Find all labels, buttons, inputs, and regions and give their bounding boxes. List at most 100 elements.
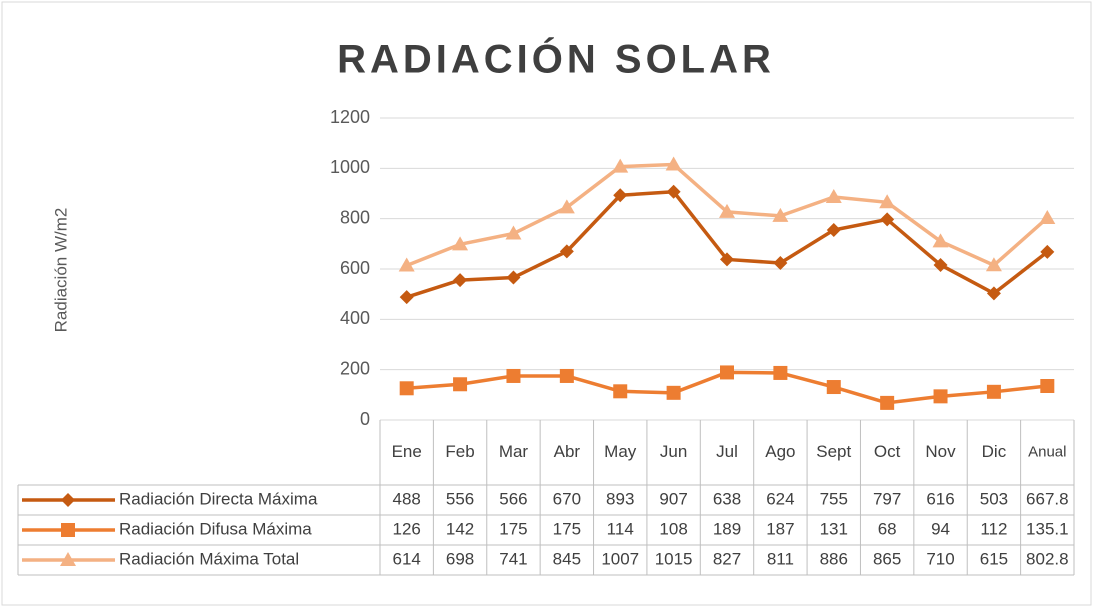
marker	[772, 207, 789, 222]
table-value: 802.8	[1026, 549, 1069, 568]
table-value: 175	[553, 519, 581, 538]
table-value: 811	[767, 549, 794, 568]
marker	[506, 270, 521, 285]
table-value: 893	[606, 489, 634, 508]
table-value: 698	[446, 549, 474, 568]
marker	[880, 395, 895, 410]
table-value: 755	[820, 489, 848, 508]
marker	[1040, 244, 1055, 259]
marker	[61, 493, 75, 507]
table-value: 614	[393, 549, 421, 568]
marker	[559, 368, 574, 383]
marker	[879, 194, 896, 209]
legend-label: Radiación Difusa Máxima	[119, 519, 312, 538]
table-value: 710	[926, 549, 954, 568]
marker	[60, 552, 76, 566]
x-tick-label: Mar	[499, 442, 529, 461]
x-tick-label: Jun	[660, 442, 687, 461]
marker	[613, 188, 628, 203]
x-tick-label: Ene	[392, 442, 422, 461]
table-value: 615	[980, 549, 1008, 568]
table-value: 126	[393, 519, 421, 538]
y-tick-label: 0	[360, 409, 370, 429]
marker	[720, 365, 734, 380]
x-tick-label: May	[604, 442, 637, 461]
y-tick-label: 1000	[330, 157, 370, 177]
table-value: 142	[446, 519, 474, 538]
marker	[933, 257, 948, 272]
y-axis-label: Radiación W/m2	[51, 208, 70, 333]
x-tick-label: Abr	[554, 442, 581, 461]
marker	[666, 184, 681, 199]
table-value: 189	[713, 519, 741, 538]
x-tick-label: Jul	[716, 442, 738, 461]
table-value: 865	[873, 549, 901, 568]
x-tick-label: Ago	[765, 442, 795, 461]
marker	[1039, 209, 1056, 224]
marker	[61, 523, 75, 537]
table-value: 68	[878, 519, 897, 538]
marker	[506, 368, 521, 383]
table-value: 886	[820, 549, 848, 568]
marker	[880, 212, 895, 227]
marker	[773, 365, 788, 380]
x-tick-label: Oct	[874, 442, 901, 461]
marker	[719, 203, 735, 218]
table-value: 488	[393, 489, 421, 508]
marker	[826, 222, 841, 237]
marker	[986, 384, 1001, 399]
chart-title: RADIACIÓN SOLAR	[337, 36, 775, 82]
marker	[773, 255, 788, 270]
table-value: 797	[873, 489, 901, 508]
marker	[720, 252, 734, 267]
marker	[453, 273, 468, 288]
legend-label: Radiación Máxima Total	[119, 549, 299, 568]
marker	[452, 236, 469, 251]
table-value: 827	[713, 549, 741, 568]
marker	[453, 377, 468, 392]
marker	[665, 156, 682, 171]
table-value: 187	[766, 519, 794, 538]
x-tick-label: Sept	[816, 442, 851, 461]
marker	[559, 244, 574, 259]
marker	[666, 385, 681, 400]
table-value: 667.8	[1026, 489, 1069, 508]
table-value: 131	[820, 519, 848, 538]
table-value: 175	[499, 519, 527, 538]
marker	[612, 158, 629, 173]
y-tick-label: 800	[340, 207, 370, 227]
marker	[933, 389, 948, 404]
table-value: 114	[607, 519, 634, 538]
marker	[399, 381, 414, 396]
x-tick-label: Nov	[925, 442, 956, 461]
marker	[986, 286, 1001, 301]
table-value: 638	[713, 489, 741, 508]
marker	[399, 290, 414, 305]
marker	[613, 384, 628, 399]
y-tick-label: 600	[340, 258, 370, 278]
table-value: 108	[659, 519, 687, 538]
table-value: 907	[659, 489, 687, 508]
table-value: 845	[553, 549, 581, 568]
y-tick-label: 400	[340, 308, 370, 328]
marker	[825, 189, 842, 204]
table-value: 1015	[655, 549, 693, 568]
table-value: 624	[766, 489, 794, 508]
x-tick-label: Anual	[1028, 443, 1066, 460]
table-value: 566	[499, 489, 527, 508]
marker	[1040, 378, 1055, 393]
table-value: 503	[980, 489, 1008, 508]
table-value: 1007	[601, 549, 639, 568]
marker	[826, 380, 841, 395]
table-value: 112	[980, 519, 1007, 538]
marker	[505, 225, 522, 240]
marker	[985, 257, 1002, 272]
table-value: 135.1	[1026, 519, 1069, 538]
x-tick-label: Dic	[982, 442, 1007, 461]
marker	[932, 233, 949, 248]
x-tick-label: Feb	[445, 442, 474, 461]
marker	[398, 257, 415, 272]
table-value: 556	[446, 489, 474, 508]
